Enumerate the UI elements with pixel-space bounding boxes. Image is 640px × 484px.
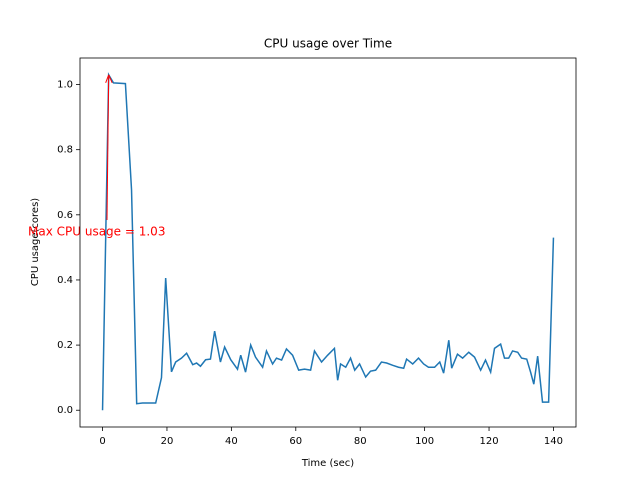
y-tick-label: 0.4: [57, 275, 73, 286]
chart-title: CPU usage over Time: [264, 37, 392, 51]
y-tick-label: 0.2: [57, 340, 73, 351]
x-tick-label: 60: [289, 436, 302, 447]
x-axis-label: Time (sec): [301, 458, 354, 469]
annotation-arrow: [106, 76, 110, 221]
line-series: [101, 72, 555, 411]
annotation-arrowhead: [105, 74, 113, 83]
y-tick-label: 1.0: [57, 80, 73, 91]
x-tick-label: 0: [99, 436, 105, 447]
x-tick-label: 100: [415, 436, 434, 447]
y-tick-label: 0.8: [57, 145, 73, 156]
y-tick-label: 0.0: [57, 405, 73, 416]
plot-frame: [79, 57, 577, 428]
annotation: Max CPU usage = 1.03: [28, 225, 165, 239]
x-tick-label: 120: [479, 436, 498, 447]
x-tick-label: 80: [354, 436, 367, 447]
y-tick-label: 0.6: [57, 210, 73, 221]
x-tick-label: 20: [161, 436, 174, 447]
y-axis-label: CPU usage(cores): [30, 198, 41, 286]
x-tick-label: 40: [225, 436, 238, 447]
x-tick-label: 140: [544, 436, 563, 447]
